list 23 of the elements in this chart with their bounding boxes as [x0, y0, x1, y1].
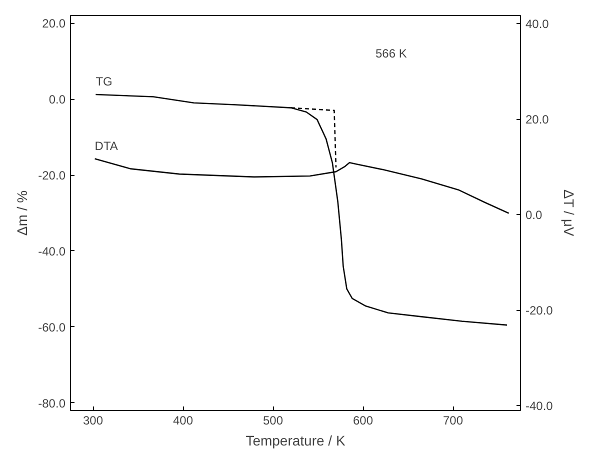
y-tick-label: -60.0 [38, 320, 66, 334]
x-tick-label: 300 [82, 414, 104, 428]
y-tick-label: -40.0 [38, 244, 66, 258]
y2-tick-label: -40.0 [526, 399, 554, 414]
series-label: TG [96, 74, 112, 88]
x-axis-title: Temperature / K [246, 432, 346, 448]
y-tick-label: -80.0 [38, 396, 66, 410]
y2-tick-label: 40.0 [526, 17, 550, 32]
y2-tick-label: 20.0 [526, 112, 550, 127]
y2-tick-label: -20.0 [526, 304, 554, 318]
y-axis-title: Δm / % [14, 190, 30, 236]
x-tick-label: 700 [442, 414, 464, 428]
y-tick-label: 20.0 [42, 16, 66, 31]
line-series [95, 94, 508, 326]
x-tick-label: 400 [172, 414, 194, 428]
y2-axis-title: ΔT / μV [560, 190, 577, 237]
x-tick-label: 600 [352, 414, 374, 428]
y2-tick-label: 0.0 [526, 208, 543, 222]
annotation: 566 K [376, 46, 407, 60]
y-tick-label: -20.0 [38, 168, 66, 183]
series-label: DTA [94, 138, 118, 153]
y-tick-label: 0.0 [48, 92, 66, 107]
x-tick-label: 500 [262, 414, 284, 428]
